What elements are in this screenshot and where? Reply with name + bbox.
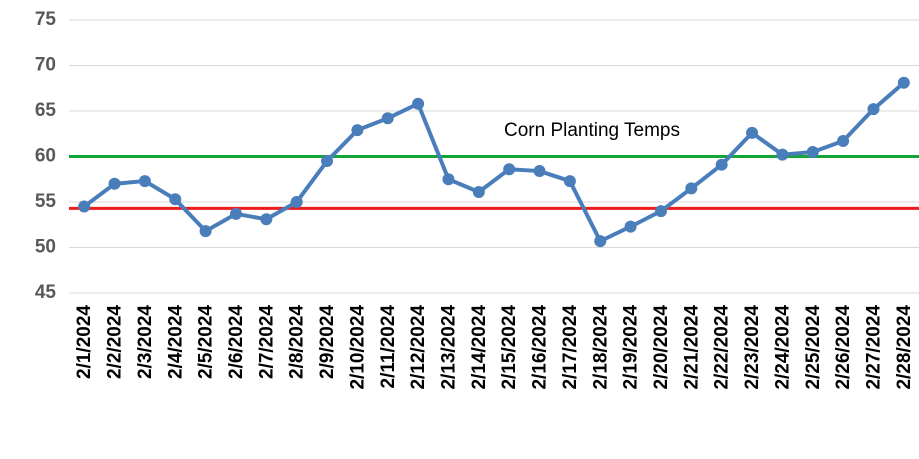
data-point bbox=[715, 158, 728, 171]
x-tick-label: 2/8/2024 bbox=[287, 305, 308, 379]
x-tick-label: 2/18/2024 bbox=[590, 305, 611, 390]
x-tick-label: 2/22/2024 bbox=[712, 305, 733, 390]
x-tick-label: 2/25/2024 bbox=[803, 305, 824, 390]
x-tick-label: 2/14/2024 bbox=[469, 305, 490, 390]
y-tick-label: 50 bbox=[35, 237, 56, 258]
data-point bbox=[169, 193, 182, 206]
x-tick-label: 2/19/2024 bbox=[621, 305, 642, 390]
x-tick-label: 2/27/2024 bbox=[863, 305, 884, 390]
x-tick-label: 2/17/2024 bbox=[560, 305, 581, 390]
data-point bbox=[746, 126, 759, 139]
data-point bbox=[199, 225, 212, 238]
data-point bbox=[108, 177, 121, 190]
x-tick-label: 2/13/2024 bbox=[438, 305, 459, 390]
data-point bbox=[412, 97, 425, 110]
x-tick-label: 2/6/2024 bbox=[226, 305, 247, 379]
x-tick-label: 2/12/2024 bbox=[408, 305, 429, 390]
y-tick-label: 70 bbox=[35, 55, 56, 76]
data-point bbox=[78, 200, 91, 213]
data-point bbox=[837, 135, 850, 148]
x-tick-label: 2/4/2024 bbox=[165, 305, 186, 379]
x-tick-label: 2/16/2024 bbox=[530, 305, 551, 390]
x-tick-label: 2/11/2024 bbox=[378, 305, 399, 389]
data-point bbox=[472, 185, 485, 198]
x-tick-label: 2/24/2024 bbox=[772, 305, 793, 390]
data-point bbox=[503, 163, 516, 176]
data-point bbox=[290, 196, 303, 208]
x-tick-label: 2/28/2024 bbox=[894, 305, 915, 390]
x-tick-label: 2/26/2024 bbox=[833, 305, 854, 390]
data-line bbox=[82, 81, 906, 244]
data-point bbox=[381, 112, 394, 125]
x-tick-label: 2/5/2024 bbox=[196, 305, 217, 379]
x-tick-label: 2/3/2024 bbox=[135, 305, 156, 379]
data-point bbox=[229, 207, 242, 220]
data-point bbox=[351, 124, 364, 137]
annotation: Corn Planting Temps bbox=[504, 120, 680, 141]
data-point bbox=[654, 205, 667, 218]
x-tick-label: 2/1/2024 bbox=[74, 305, 95, 379]
x-tick-label: 2/21/2024 bbox=[681, 305, 702, 390]
data-point bbox=[321, 155, 334, 168]
data-point bbox=[685, 182, 698, 195]
y-tick-label: 75 bbox=[35, 9, 57, 30]
data-point bbox=[533, 165, 546, 178]
x-tick-label: 2/2/2024 bbox=[105, 305, 126, 379]
y-tick-label: 65 bbox=[35, 100, 57, 121]
data-point bbox=[867, 103, 880, 116]
data-point bbox=[806, 145, 819, 158]
x-tick-label: 2/9/2024 bbox=[317, 305, 338, 379]
y-tick-label: 45 bbox=[35, 282, 57, 303]
x-tick-label: 2/20/2024 bbox=[651, 305, 672, 390]
data-point bbox=[260, 213, 273, 226]
data-point bbox=[776, 148, 789, 161]
data-point bbox=[442, 173, 455, 186]
x-tick-label: 2/7/2024 bbox=[256, 305, 277, 379]
data-point bbox=[624, 220, 637, 233]
x-tick-label: 2/15/2024 bbox=[499, 305, 520, 390]
y-tick-label: 60 bbox=[35, 146, 56, 167]
data-point bbox=[563, 175, 576, 188]
data-point bbox=[138, 175, 151, 188]
x-tick-label: 2/10/2024 bbox=[347, 305, 368, 390]
data-point bbox=[897, 76, 910, 89]
y-tick-label: 55 bbox=[35, 191, 57, 212]
x-tick-label: 2/23/2024 bbox=[742, 305, 763, 390]
data-point bbox=[594, 235, 607, 248]
